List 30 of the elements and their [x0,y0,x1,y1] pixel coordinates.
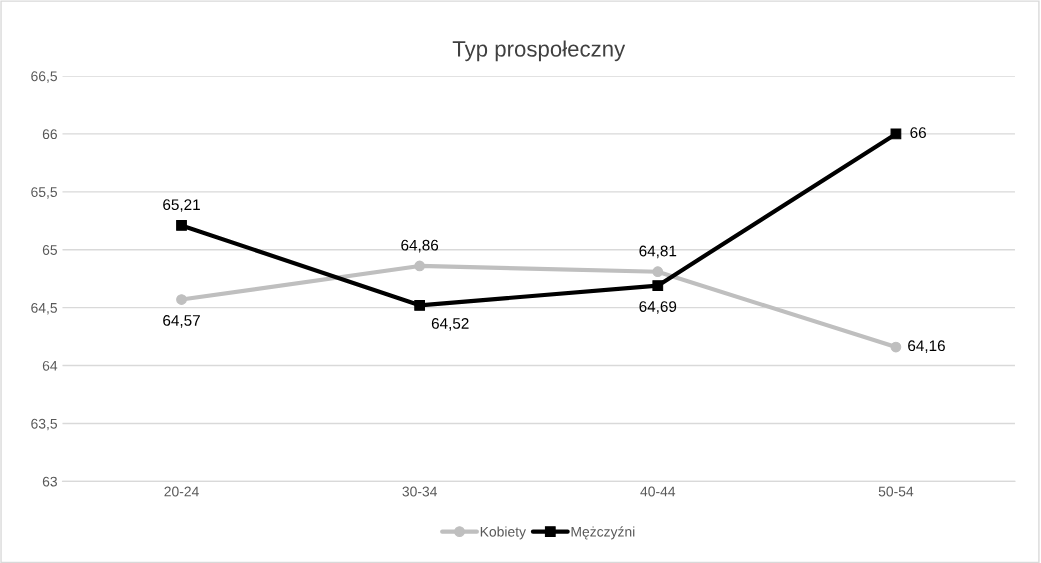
data-label: 64,57 [163,315,200,328]
point [176,220,187,231]
legend-label: Mężczyźni [571,526,635,540]
y-tick-label: 66,5 [31,71,58,83]
data-label: 66 [910,127,926,139]
data-label: 64,16 [908,340,945,353]
legend-label: Kobiety [480,526,526,540]
y-tick-label: 63 [42,476,57,487]
x-tick-label: 40-44 [640,486,676,497]
data-label: 64,69 [639,301,677,314]
x-tick-label: 30-34 [402,486,438,497]
y-tick-label: 64,5 [31,302,58,315]
point [414,260,426,272]
y-tick-label: 65 [42,245,58,255]
data-label: 65,21 [163,199,200,212]
y-tick-label: 66 [42,129,57,140]
data-label: 64,52 [431,318,469,331]
point [652,266,664,278]
y-tick-label: 65,5 [31,187,58,199]
point [414,299,426,311]
x-tick-label: 20-24 [164,486,199,497]
data-label: 64,81 [639,245,677,259]
data-label: 64,86 [401,239,439,253]
point [176,294,187,305]
y-tick-label: 64 [42,360,58,371]
y-tick-label: 63,5 [31,418,58,431]
point [890,341,902,353]
chart-title: Typ prospołeczny [452,40,626,62]
point [652,280,664,292]
x-tick-label: 50-54 [878,486,914,497]
